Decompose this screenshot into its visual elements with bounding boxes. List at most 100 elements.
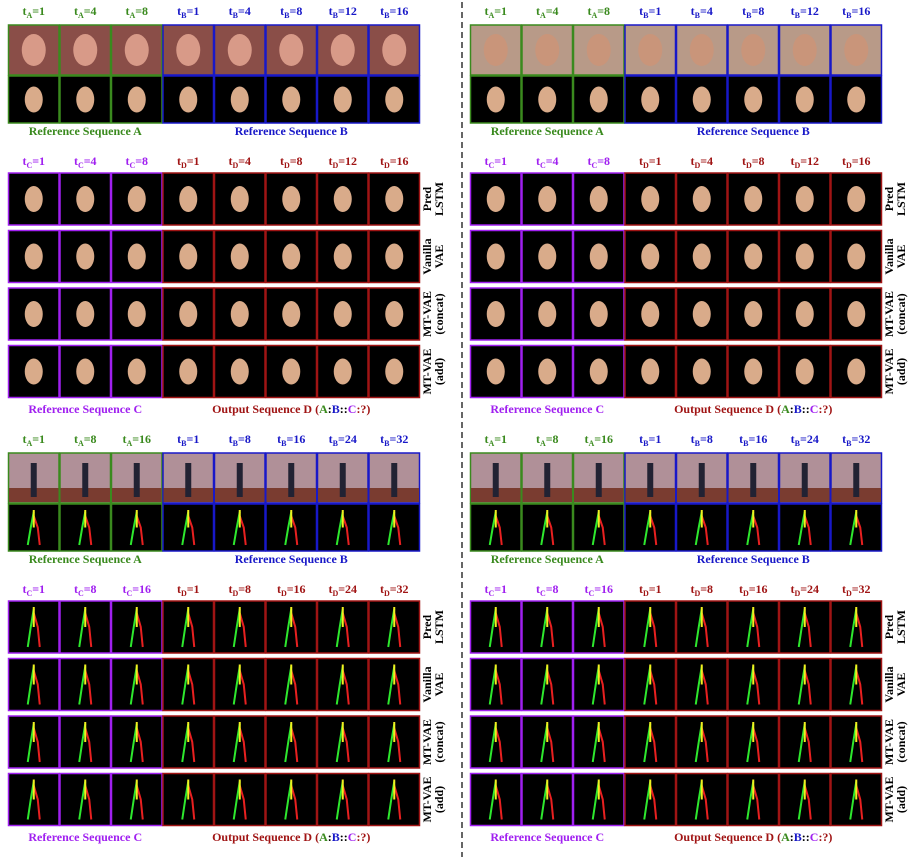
row-label: MT-VAE [420,291,434,337]
time-label: tC=1 [484,582,507,598]
skeleton [546,612,555,648]
time-label: tB=8 [742,4,764,20]
row-label: (add) [894,786,908,813]
time-var: t [691,4,695,18]
time-label: tB=4 [229,4,251,20]
caption: Reference Sequence C [490,830,604,844]
time-var: t [125,4,129,18]
render-face [641,301,660,327]
time-sub: B [281,439,287,448]
time-var: t [280,154,284,168]
time-sub: D [846,161,852,170]
skeleton [700,670,709,705]
time-sub: B [643,11,649,20]
skeleton [803,785,812,820]
skeleton [135,785,144,820]
time-var: t [690,154,694,168]
time-label: tD=12 [790,154,819,170]
time-var: t [484,582,488,596]
panel: tA=1 tA=4 tA=8 tB=1 tB=4 tB=8 tB=12 tB=16Refere… [7,4,446,416]
time-label: tD=1 [639,154,662,170]
person-face [176,34,201,66]
render-face [24,86,43,113]
time-sub: B [795,439,801,448]
skeleton [135,727,144,763]
row-label: VAE [432,673,446,697]
render-face [795,243,814,270]
skeleton [187,727,196,763]
time-sub: A [540,11,546,20]
caption: Reference Sequence C [490,402,604,416]
time-eq: =16 [390,154,409,168]
person-face [330,34,355,66]
render-face [385,358,404,385]
time-var: t [584,432,588,446]
time-eq: =1 [494,432,507,446]
time-sub: A [488,439,494,448]
time-var: t [328,154,332,168]
time-sub: B [795,11,801,20]
render-face [179,301,198,327]
row-label: MT-VAE [882,348,896,394]
render-face [589,186,608,212]
time-eq: =16 [132,432,151,446]
time-label: tD=24 [790,582,819,598]
row-label: MT-VAE [882,776,896,822]
time-label: tB=16 [739,432,767,448]
render-face [282,243,301,270]
time-label: tB=8 [691,432,713,448]
render-face [230,186,249,212]
render-face [795,358,814,385]
render-face [333,243,352,270]
time-var: t [277,432,281,446]
render-face [847,301,866,327]
person-face [638,34,663,66]
time-eq: =16 [749,582,768,596]
skeleton [84,612,93,648]
time-eq: =8 [135,154,148,168]
row-label: Pred [882,614,896,639]
time-eq: =4 [238,4,251,18]
render-face [179,243,198,270]
panel: tA=1 tA=8 tA=16 tB=1 tB=8 tB=16 tB=24 tB=32Refe… [469,432,908,844]
caption-part: :?) [818,830,832,844]
render-face [282,301,301,327]
render-face [230,301,249,327]
time-sub: D [232,161,238,170]
time-eq: =1 [187,432,200,446]
time-var: t [177,582,181,596]
time-eq: =32 [852,432,871,446]
caption-part: Output Sequence D ( [212,830,319,844]
time-eq: =8 [752,154,765,168]
person-face [741,34,766,66]
caption: Reference Sequence A [491,124,604,138]
row-label: LSTM [432,182,446,216]
render-face [486,243,505,270]
skeleton [597,670,606,705]
time-sub: B [333,11,339,20]
skeleton [494,515,503,546]
time-var: t [639,582,643,596]
time-var: t [177,154,181,168]
time-eq: =8 [238,432,251,446]
time-sub: C [26,589,32,598]
time-label: tD=16 [739,582,768,598]
time-label: tB=16 [380,4,408,20]
time-eq: =4 [700,4,713,18]
time-eq: =32 [852,582,871,596]
time-label: tB=1 [639,432,661,448]
time-var: t [690,582,694,596]
render-face [538,86,557,113]
caption-part: C [810,402,819,416]
render-face [179,86,198,113]
time-sub: D [332,161,338,170]
skeleton [803,727,812,763]
row-label: LSTM [894,182,908,216]
time-sub: C [26,161,32,170]
time-var: t [791,432,795,446]
time-eq: =32 [390,432,409,446]
time-label: tC=4 [74,154,97,170]
time-label: tC=8 [536,582,559,598]
render-face [641,186,660,212]
row-label: Pred [882,186,896,211]
